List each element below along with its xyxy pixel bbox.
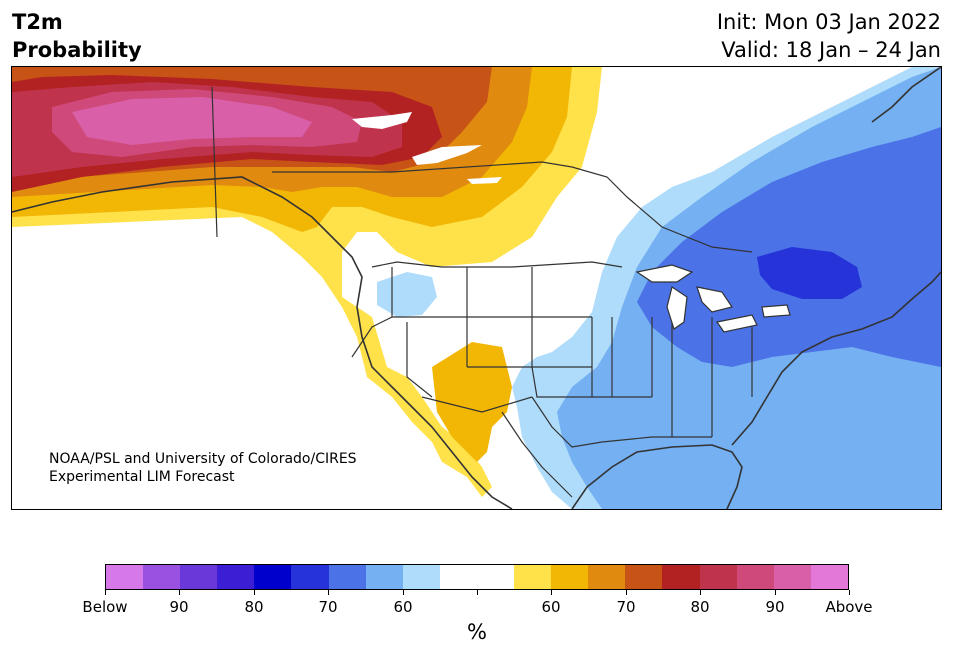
colorbar-segment (476, 565, 515, 589)
colorbar-segment (588, 565, 626, 589)
colorbar-tick-label: Above (825, 598, 873, 616)
map-title: T2m Probability (12, 8, 142, 64)
colorbar-segment (514, 565, 552, 589)
colorbar-tick (700, 590, 701, 595)
political-borders (211, 86, 753, 498)
credit-line-2: Experimental LIM Forecast (49, 469, 235, 485)
colorbar-segment (439, 565, 477, 589)
colorbar-tick-label: 90 (169, 598, 189, 616)
colorbar-segment (773, 565, 811, 589)
colorbar-segment (365, 565, 403, 589)
colorbar-tick (179, 590, 180, 595)
quantity-label: Probability (12, 38, 142, 62)
colorbar-segment (180, 565, 218, 589)
coastlines (12, 67, 941, 509)
colorbar-tick-label: 90 (765, 598, 785, 616)
colorbar-tick (328, 590, 329, 595)
cold-region-60-west (377, 272, 437, 317)
cold-region-90 (757, 247, 862, 299)
colorbar-tick-label: 70 (616, 598, 636, 616)
colorbar-segment (551, 565, 589, 589)
credit-text: NOAA/PSL and University of Colorado/CIRE… (49, 450, 357, 486)
colorbar-tick (105, 590, 106, 595)
colorbar-segment (699, 565, 737, 589)
map-svg (12, 67, 941, 509)
colorbar-tick (551, 590, 552, 595)
variable-label: T2m (12, 10, 63, 34)
colorbar-tick (254, 590, 255, 595)
colorbar-segment (625, 565, 663, 589)
canadian-lakes (352, 112, 502, 184)
colorbar-tick-label: Below (82, 598, 128, 616)
valid-range: Valid: 18 Jan – 24 Jan (721, 38, 941, 62)
colorbar-tick (403, 590, 404, 595)
colorbar-unit: % (467, 620, 487, 644)
warm-region-70-sw (432, 342, 512, 462)
colorbar-segment (291, 565, 329, 589)
colorbar-tick (626, 590, 627, 595)
colorbar-segment (810, 565, 848, 589)
credit-line-1: NOAA/PSL and University of Colorado/CIRE… (49, 451, 357, 467)
colorbar-tick (477, 590, 478, 595)
colorbar (105, 564, 849, 590)
colorbar-segment (254, 565, 292, 589)
colorbar-tick-label: 80 (690, 598, 710, 616)
colorbar-tick-label: 70 (318, 598, 338, 616)
probability-map (11, 66, 942, 510)
colorbar-segment (143, 565, 181, 589)
colorbar-tick-label: 80 (244, 598, 264, 616)
colorbar-segment (217, 565, 255, 589)
great-lakes (635, 264, 791, 333)
colorbar-segment (736, 565, 774, 589)
colorbar-tick (849, 590, 850, 595)
colorbar-segment (106, 565, 144, 589)
colorbar-tick (775, 590, 776, 595)
colorbar-segment (662, 565, 700, 589)
colorbar-tick-label: 60 (393, 598, 413, 616)
colorbar-segment (402, 565, 440, 589)
forecast-dates: Init: Mon 03 Jan 2022 Valid: 18 Jan – 24… (717, 8, 941, 64)
init-date: Init: Mon 03 Jan 2022 (716, 10, 941, 34)
warm-region-above-4 (72, 97, 312, 145)
colorbar-segment (328, 565, 366, 589)
colorbar-tick-label: 60 (541, 598, 561, 616)
